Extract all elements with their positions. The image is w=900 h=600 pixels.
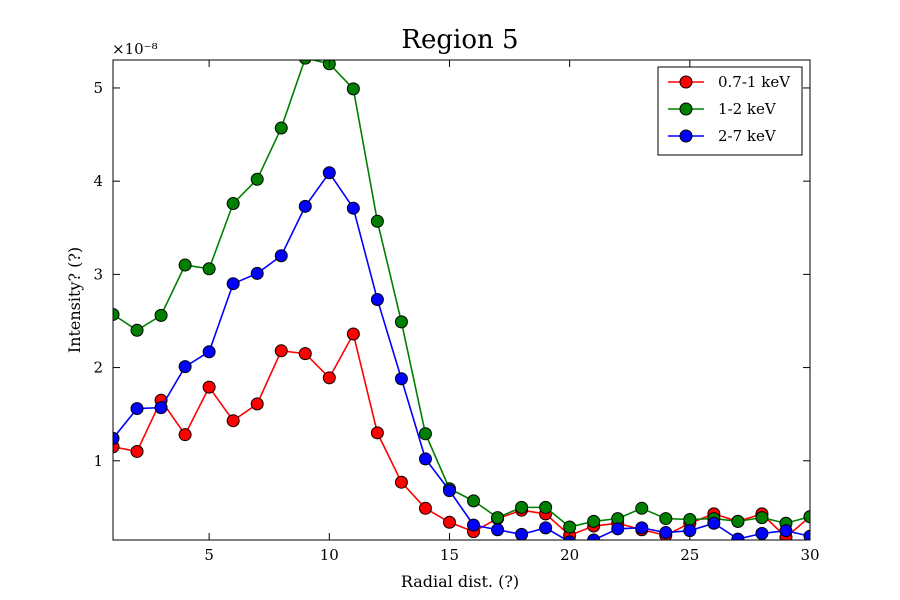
series-group: [113, 60, 810, 540]
y-axis-multiplier: ×10⁻⁸: [112, 40, 158, 58]
data-point: [178, 258, 192, 272]
data-point: [755, 511, 769, 525]
data-point: [298, 199, 312, 213]
legend-marker: [679, 102, 693, 116]
data-point: [346, 327, 360, 341]
data-point: [130, 444, 144, 458]
data-point: [491, 511, 505, 525]
legend: 0.7-1 keV 1-2 keV 2-7 keV: [657, 66, 803, 156]
data-point: [779, 524, 793, 538]
x-tick-label: 15: [440, 546, 459, 564]
data-point: [539, 521, 553, 535]
data-point: [202, 262, 216, 276]
x-tick-label: 10: [320, 546, 339, 564]
data-point: [394, 315, 408, 329]
data-point: [202, 380, 216, 394]
data-point: [731, 514, 745, 528]
data-point: [202, 345, 216, 359]
x-tick-label: 25: [680, 546, 699, 564]
x-tick-label: 20: [560, 546, 579, 564]
data-point: [635, 521, 649, 535]
data-point: [659, 512, 673, 526]
x-axis-label: Radial dist. (?): [401, 572, 519, 591]
data-point: [370, 426, 384, 440]
data-point: [370, 293, 384, 307]
data-point: [154, 308, 168, 322]
data-point: [803, 510, 810, 524]
data-point: [274, 249, 288, 263]
data-point: [707, 516, 721, 530]
data-point: [659, 526, 673, 540]
y-tick-label: 4: [93, 172, 103, 190]
data-point: [418, 501, 432, 515]
data-point: [611, 522, 625, 536]
data-point: [731, 532, 745, 540]
data-point: [587, 533, 601, 540]
data-point: [299, 60, 312, 65]
data-point: [113, 431, 120, 445]
data-point: [491, 523, 505, 537]
data-point: [515, 500, 529, 514]
y-tick-label: 1: [93, 452, 103, 470]
data-point: [346, 201, 360, 215]
data-point: [322, 371, 336, 385]
data-point: [563, 520, 577, 534]
series-line-3: [113, 171, 810, 540]
data-point: [418, 452, 432, 466]
data-point: [442, 484, 456, 498]
data-point: [130, 402, 144, 416]
data-point: [467, 518, 481, 532]
data-point: [803, 529, 810, 540]
plot-frame: [112, 59, 811, 541]
plot-area: 5 10 15 20 25 30 1 2 3 4 5 0.7-1 keV 1-2 keV 2-7 keV: [93, 59, 820, 564]
data-point: [130, 323, 144, 337]
data-point: [683, 512, 697, 526]
legend-label: 0.7-1 keV: [718, 73, 791, 91]
data-point: [178, 428, 192, 442]
data-point: [322, 166, 336, 180]
y-axis-label: Intensity? (?): [65, 247, 84, 353]
x-tick-label: 5: [204, 546, 214, 564]
data-point: [250, 266, 264, 280]
data-point: [154, 401, 168, 415]
chart-title: Region 5: [401, 25, 518, 55]
data-point: [226, 414, 240, 428]
data-point: [755, 526, 769, 540]
data-point: [274, 344, 288, 358]
data-point: [394, 475, 408, 489]
data-point: [539, 500, 553, 514]
data-point: [346, 82, 360, 96]
data-point: [274, 121, 288, 135]
data-point: [587, 514, 601, 528]
x-tick-label: 30: [800, 546, 819, 564]
data-point: [394, 372, 408, 386]
legend-label: 1-2 keV: [718, 100, 777, 118]
data-point: [250, 172, 264, 186]
legend-label: 2-7 keV: [718, 127, 777, 145]
data-point: [467, 494, 481, 508]
data-point: [515, 527, 529, 540]
data-point: [178, 360, 192, 374]
legend-marker: [679, 129, 693, 143]
data-point: [226, 277, 240, 291]
data-point: [113, 307, 120, 321]
data-point: [635, 501, 649, 515]
data-point: [418, 427, 432, 441]
data-point: [250, 397, 264, 411]
legend-marker: [679, 75, 693, 89]
y-tick-label: 3: [93, 265, 103, 283]
data-point: [442, 515, 456, 529]
data-point: [298, 347, 312, 361]
data-point: [370, 214, 384, 228]
y-tick-label: 5: [93, 79, 103, 97]
data-point: [226, 197, 240, 211]
y-tick-label: 2: [93, 359, 103, 377]
